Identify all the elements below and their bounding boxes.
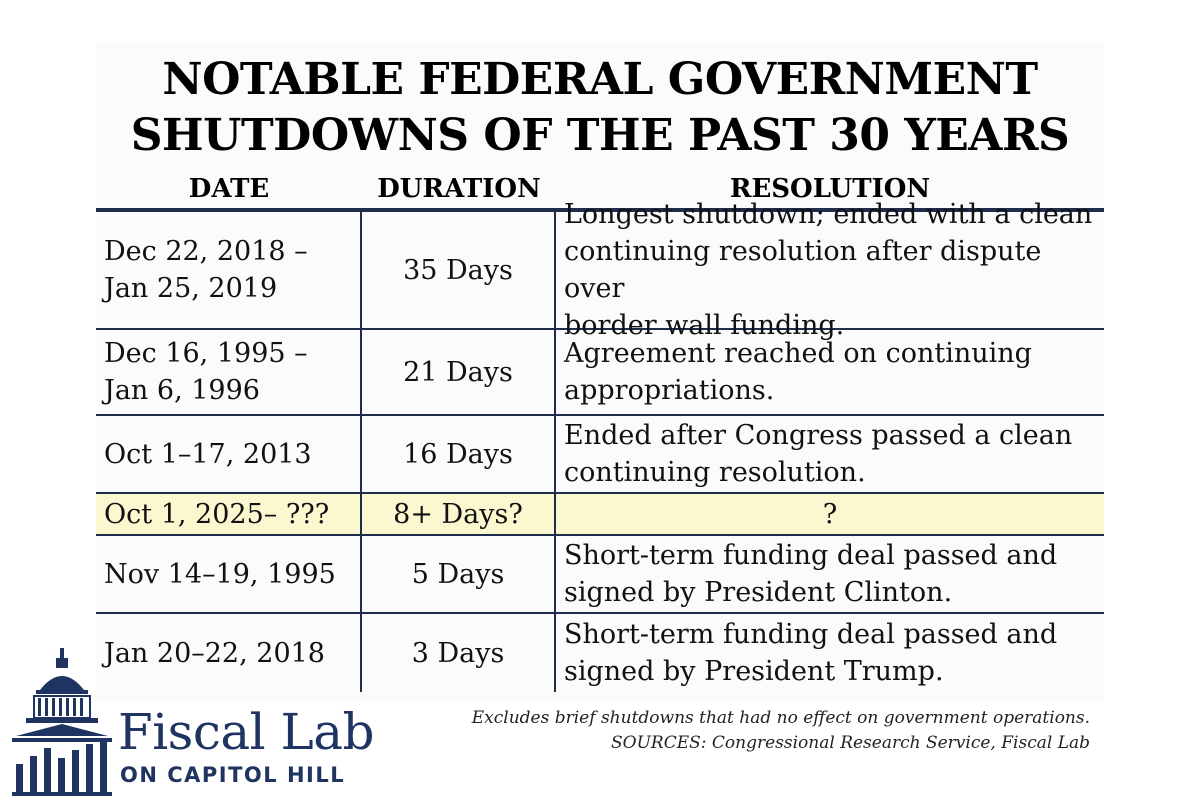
date-cell: Oct 1–17, 2013	[96, 416, 362, 492]
resolution-cell: Longest shutdown; ended with a clean con…	[556, 199, 1104, 341]
date-line: Dec 22, 2018 –	[104, 236, 308, 267]
resolution-line: Longest shutdown; ended with a clean	[564, 199, 1093, 230]
capitol-dome-icon	[12, 648, 112, 796]
table-row: Nov 14–19, 1995 5 Days Short-term fundin…	[96, 536, 1104, 614]
page-background	[96, 42, 1104, 702]
table-row-highlighted: Oct 1, 2025– ??? 8+ Days? ?	[96, 494, 1104, 536]
duration-cell: 35 Days	[362, 212, 556, 328]
resolution-cell: Agreement reached on continuing appropri…	[556, 330, 1104, 414]
header-rule	[96, 208, 1104, 212]
duration-cell: 3 Days	[362, 614, 556, 692]
page-title: NOTABLE FEDERAL GOVERNMENT SHUTDOWNS OF …	[96, 52, 1104, 164]
duration-cell: 5 Days	[362, 536, 556, 612]
resolution-line: Short-term funding deal passed and	[564, 540, 1058, 571]
resolution-cell: Short-term funding deal passed and signe…	[556, 614, 1104, 692]
footnote: Excludes brief shutdowns that had no eff…	[472, 706, 1090, 756]
date-cell: Oct 1, 2025– ???	[96, 494, 362, 534]
duration-cell: 21 Days	[362, 330, 556, 414]
date-line: Jan 25, 2019	[104, 273, 278, 304]
resolution-line: signed by President Trump.	[564, 656, 944, 687]
resolution-cell: ?	[556, 494, 1104, 534]
resolution-line: Ended after Congress passed a clean	[564, 420, 1073, 451]
date-cell: Dec 22, 2018 – Jan 25, 2019	[96, 212, 362, 328]
table-row: Jan 20–22, 2018 3 Days Short-term fundin…	[96, 614, 1104, 692]
table-row: Oct 1–17, 2013 16 Days Ended after Congr…	[96, 416, 1104, 494]
resolution-line: signed by President Clinton.	[564, 577, 953, 608]
duration-cell: 16 Days	[362, 416, 556, 492]
date-line: Jan 6, 1996	[104, 375, 260, 406]
header-resolution: RESOLUTION	[729, 174, 931, 204]
date-cell: Nov 14–19, 1995	[96, 536, 362, 612]
footnote-sources: SOURCES: Congressional Research Service,…	[610, 733, 1090, 753]
header-duration: DURATION	[377, 174, 541, 204]
table-row: Dec 16, 1995 – Jan 6, 1996 21 Days Agree…	[96, 330, 1104, 416]
resolution-line: continuing resolution.	[564, 457, 866, 488]
title-line-2: SHUTDOWNS OF THE PAST 30 YEARS	[130, 110, 1070, 161]
date-line: Dec 16, 1995 –	[104, 338, 308, 369]
table-header: DATE DURATION RESOLUTION	[0, 172, 1200, 208]
resolution-line: Agreement reached on continuing	[564, 338, 1032, 369]
resolution-line: continuing resolution after dispute over	[564, 236, 1042, 304]
resolution-line: Short-term funding deal passed and	[564, 619, 1058, 650]
date-line: Oct 1, 2025– ???	[104, 498, 330, 530]
resolution-line: border wall funding.	[564, 310, 845, 341]
header-date: DATE	[188, 174, 270, 204]
date-line: Nov 14–19, 1995	[104, 558, 336, 590]
resolution-line: appropriations.	[564, 375, 775, 406]
title-line-1: NOTABLE FEDERAL GOVERNMENT	[162, 54, 1038, 105]
footnote-note: Excludes brief shutdowns that had no eff…	[471, 708, 1090, 728]
resolution-cell: Ended after Congress passed a clean cont…	[556, 416, 1104, 492]
duration-cell: 8+ Days?	[362, 494, 556, 534]
table-row: Dec 22, 2018 – Jan 25, 2019 35 Days Long…	[96, 199, 1104, 341]
logo-name: Fiscal Lab	[118, 703, 375, 761]
date-cell: Jan 20–22, 2018	[96, 614, 362, 692]
date-cell: Dec 16, 1995 – Jan 6, 1996	[96, 330, 362, 414]
logo-subtitle: ON CAPITOL HILL	[120, 763, 346, 787]
resolution-cell: Short-term funding deal passed and signe…	[556, 536, 1104, 612]
resolution-line: ?	[822, 498, 838, 530]
date-line: Oct 1–17, 2013	[104, 438, 312, 470]
date-line: Jan 20–22, 2018	[104, 637, 325, 669]
